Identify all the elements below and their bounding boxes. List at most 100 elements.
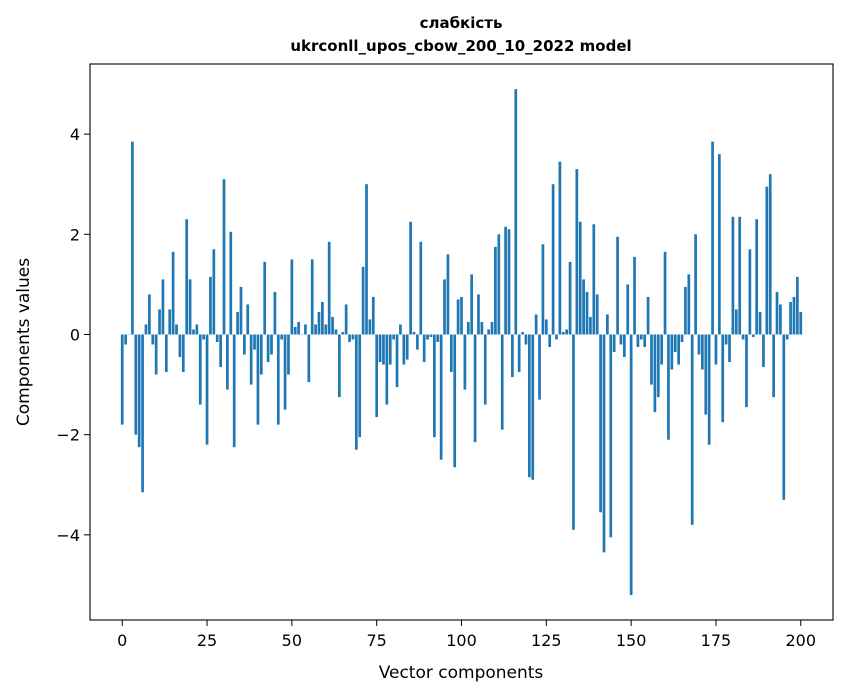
bar-26 [209,276,212,335]
bar-118 [521,331,524,335]
x-tick-label: 175 [701,631,732,650]
bar-180 [731,216,735,335]
bar-93 [436,334,440,342]
bar-168 [690,334,694,525]
bar-91 [429,334,433,337]
bar-75 [375,334,379,418]
bar-25 [205,334,209,445]
bar-144 [609,334,613,538]
bar-170 [697,334,701,355]
bar-182 [738,216,742,335]
bar-18 [181,334,185,373]
bar-127 [551,184,555,335]
bar-9 [151,334,155,345]
bar-199 [796,276,799,335]
bar-117 [517,334,521,373]
bar-46 [276,334,280,425]
bar-175 [714,334,718,365]
bar-121 [531,334,535,480]
bar-0 [120,334,124,425]
bar-28 [215,334,219,342]
bar-138 [589,316,592,335]
bar-60 [324,324,328,335]
bar-116 [514,89,518,335]
y-tick-label: 2 [70,225,80,244]
bar-165 [680,334,684,342]
bar-114 [507,229,511,335]
bar-74 [371,296,375,335]
bar-166 [684,286,687,335]
bar-105 [477,294,480,335]
bar-113 [504,226,507,335]
bar-153 [639,334,643,340]
bar-20 [188,279,192,335]
bar-159 [660,334,664,365]
bar-72 [365,184,368,335]
bar-183 [741,334,745,340]
bar-151 [633,256,636,335]
bar-86 [412,331,416,335]
bar-122 [534,314,538,335]
bar-136 [582,279,585,335]
bar-158 [656,334,660,398]
x-tick-label: 150 [616,631,647,650]
bar-190 [765,186,769,335]
ticks-group: 0 25 50 75 100 125 150 175 200 −4 −2 0 2 4 [56,125,816,650]
bar-10 [154,334,158,375]
bar-52 [297,321,300,335]
bar-112 [500,334,504,430]
bar-70 [358,334,362,438]
bar-58 [317,311,321,335]
bar-8 [148,294,151,335]
bar-164 [677,334,680,365]
bar-98 [453,334,457,468]
bar-154 [643,334,647,348]
x-tick-label: 25 [197,631,217,650]
bar-67 [348,334,351,342]
bar-108 [487,329,490,335]
bar-85 [409,221,412,335]
bar-3 [131,141,134,335]
bar-161 [667,334,670,440]
bar-71 [361,266,365,335]
bar-24 [202,334,206,340]
bar-89 [422,334,426,363]
bar-130 [561,331,565,335]
bar-11 [158,309,161,335]
bar-47 [280,334,284,340]
bar-193 [775,291,779,335]
bar-30 [222,179,226,335]
bar-148 [622,334,626,358]
bar-123 [538,334,541,400]
bar-19 [185,219,189,335]
bar-40 [256,334,260,425]
chart-title-line1: слабкість [420,14,503,32]
bar-78 [385,334,389,405]
bar-45 [273,291,277,335]
bar-41 [259,334,263,375]
x-tick-label: 50 [282,631,302,650]
x-tick-label: 75 [367,631,387,650]
bar-115 [511,334,514,378]
bar-35 [239,286,243,335]
bar-198 [792,296,796,335]
bar-62 [331,316,334,335]
y-tick-label: −4 [56,526,80,545]
y-tick-label: 4 [70,125,80,144]
bar-147 [619,334,623,345]
bar-97 [449,334,453,373]
bar-186 [751,334,755,337]
bar-34 [236,311,239,335]
bar-152 [636,334,640,348]
bar-21 [192,329,195,335]
bar-37 [246,304,250,335]
bar-13 [164,334,168,373]
bar-167 [687,274,691,335]
y-tick-label: 0 [70,325,80,344]
bar-179 [728,334,731,363]
bar-125 [544,319,548,335]
bar-76 [378,334,382,363]
bar-6 [141,334,144,493]
bar-100 [460,296,463,335]
bar-104 [473,334,477,443]
